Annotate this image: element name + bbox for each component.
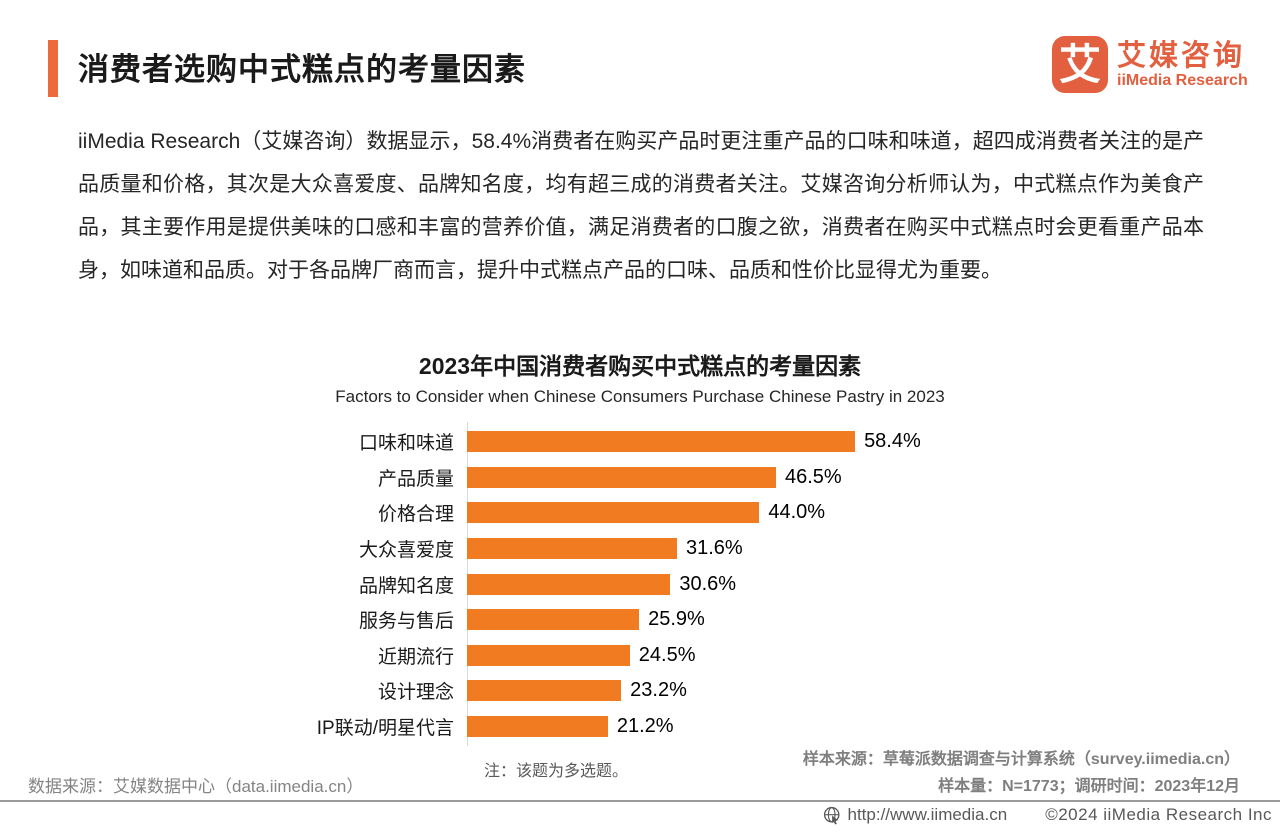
bar: [467, 609, 640, 631]
chart-row: 近期流行 24.5%: [287, 638, 879, 674]
sample-info: 样本量：N=1773；调研时间：2023年12月: [938, 778, 1240, 795]
brand-name-cn: 艾媒咨询: [1117, 39, 1246, 72]
bar-track: 21.2%: [467, 715, 879, 738]
bar: [467, 680, 622, 702]
category-label: 近期流行: [377, 646, 454, 668]
bar-track: 58.4%: [467, 430, 921, 453]
value-label: 31.6%: [685, 537, 743, 560]
bar-track: 24.5%: [467, 644, 879, 667]
bar-track: 25.9%: [467, 608, 879, 631]
bar: [467, 573, 671, 595]
value-label: 46.5%: [785, 465, 842, 488]
category-label: 口味和味道: [358, 433, 454, 455]
bar-track: 23.2%: [467, 679, 879, 702]
bar-track: 31.6%: [467, 537, 879, 560]
bar-chart: 口味和味道 58.4% 产品质量 46.5% 价格合理 44.0%: [287, 421, 921, 747]
chart-row: 品牌知名度 30.6%: [287, 566, 879, 602]
page-title: 消费者选购中式糕点的考量因素: [78, 52, 526, 87]
copyright-text: ©2024 iiMedia Research Inc: [1045, 805, 1272, 824]
bar: [467, 538, 677, 560]
bar: [467, 716, 608, 738]
category-label: 大众喜爱度: [358, 540, 454, 562]
chart-row: 产品质量 46.5%: [287, 460, 879, 496]
chart-note: 注：该题为多选题。: [484, 763, 629, 780]
chart-row: 大众喜爱度 31.6%: [287, 531, 879, 567]
brand-logo: 艾 艾媒咨询 iiMedia Research: [1052, 36, 1248, 93]
chart-row: 口味和味道 58.4%: [287, 424, 921, 460]
sample-source-block: 样本来源：草莓派数据调查与计算系统（survey.iimedia.cn） 样本量…: [803, 746, 1240, 800]
chart-title: 2023年中国消费者购买中式糕点的考量因素: [418, 353, 862, 379]
globe-cursor-icon: [823, 806, 840, 825]
chart-subtitle: Factors to Consider when Chinese Consume…: [335, 387, 945, 406]
category-label: 品牌知名度: [358, 575, 454, 597]
bar: [467, 644, 630, 666]
analysis-paragraph: iiMedia Research（艾媒咨询）数据显示，58.4%消费者在购买产品…: [78, 130, 1204, 282]
category-label: 产品质量: [377, 468, 454, 490]
category-label: 服务与售后: [358, 611, 454, 633]
title-accent-bar: [48, 40, 58, 97]
bar: [467, 431, 856, 453]
value-label: 58.4%: [864, 430, 921, 453]
chart-row: 价格合理 44.0%: [287, 495, 879, 531]
chart-row: 设计理念 23.2%: [287, 673, 879, 709]
brand-logo-text: 艾媒咨询 iiMedia Research: [1117, 40, 1248, 90]
value-label: 44.0%: [768, 501, 826, 524]
brand-name-en: iiMedia Research: [1117, 71, 1248, 89]
bar: [467, 502, 760, 524]
category-label: 价格合理: [377, 504, 454, 526]
chart-row: 服务与售后 25.9%: [287, 602, 879, 638]
value-label: 30.6%: [679, 572, 737, 595]
value-label: 23.2%: [630, 679, 687, 702]
website-url: http://www.iimedia.cn: [847, 805, 1008, 824]
category-label: IP联动/明星代言: [316, 718, 454, 740]
footer-divider: [0, 800, 1280, 802]
value-label: 21.2%: [616, 715, 674, 738]
bar-track: 44.0%: [467, 501, 879, 524]
bar-track: 46.5%: [467, 466, 879, 489]
value-label: 25.9%: [648, 608, 705, 631]
brand-logo-icon: 艾: [1052, 36, 1108, 93]
data-source: 数据来源：艾媒数据中心（data.iimedia.cn）: [28, 777, 364, 796]
category-label: 设计理念: [377, 682, 454, 704]
bar: [467, 466, 776, 488]
bottom-footer: http://www.iimedia.cn ©2024 iiMedia Rese…: [823, 805, 1273, 825]
value-label: 24.5%: [638, 643, 696, 666]
bar-track: 30.6%: [467, 573, 879, 596]
chart-row: IP联动/明星代言 21.2%: [287, 709, 879, 745]
bar-chart-rows: 口味和味道 58.4% 产品质量 46.5% 价格合理 44.0%: [287, 421, 921, 747]
sample-source: 样本来源：草莓派数据调查与计算系统（survey.iimedia.cn）: [802, 751, 1240, 768]
